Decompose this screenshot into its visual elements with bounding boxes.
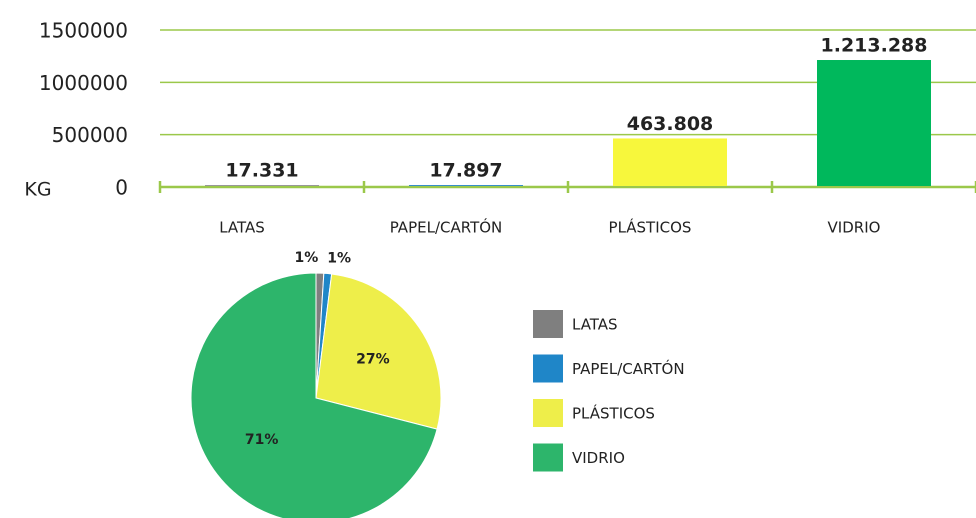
bar [613,138,727,186]
legend-swatch [533,399,563,427]
y-tick-label: 0 [115,176,128,200]
bar [817,60,931,187]
pie-slice [315,273,442,430]
pie-slice [190,272,438,518]
legend-label: PLÁSTICOS [572,404,655,423]
legend-label: PAPEL/CARTÓN [572,359,685,378]
value-label: 17.897 [429,160,502,182]
y-tick-label: 1000000 [39,71,128,95]
y-axis-label: KG [24,179,51,201]
y-tick-label: 1500000 [39,19,128,43]
legend-swatch [533,443,563,472]
slice-label: 1% [327,251,351,267]
x-tick-label: PAPEL/CARTÓN [390,218,503,237]
legend-swatch [533,354,563,383]
value-label: 1.213.288 [821,35,928,57]
value-label: 17.331 [225,160,298,182]
bar [409,185,523,186]
slice-label: 71% [245,432,279,448]
slice-label: 1% [295,250,319,266]
y-tick-label: 500000 [52,123,128,147]
legend-label: LATAS [572,316,618,334]
legend-swatch [533,310,563,338]
x-tick-label: PLÁSTICOS [609,218,692,237]
x-tick-label: LATAS [219,219,265,237]
bar [205,185,319,186]
x-tick-label: VIDRIO [828,219,881,237]
value-label: 463.808 [627,113,714,135]
slice-label: 27% [356,351,390,367]
legend-label: VIDRIO [572,449,625,467]
